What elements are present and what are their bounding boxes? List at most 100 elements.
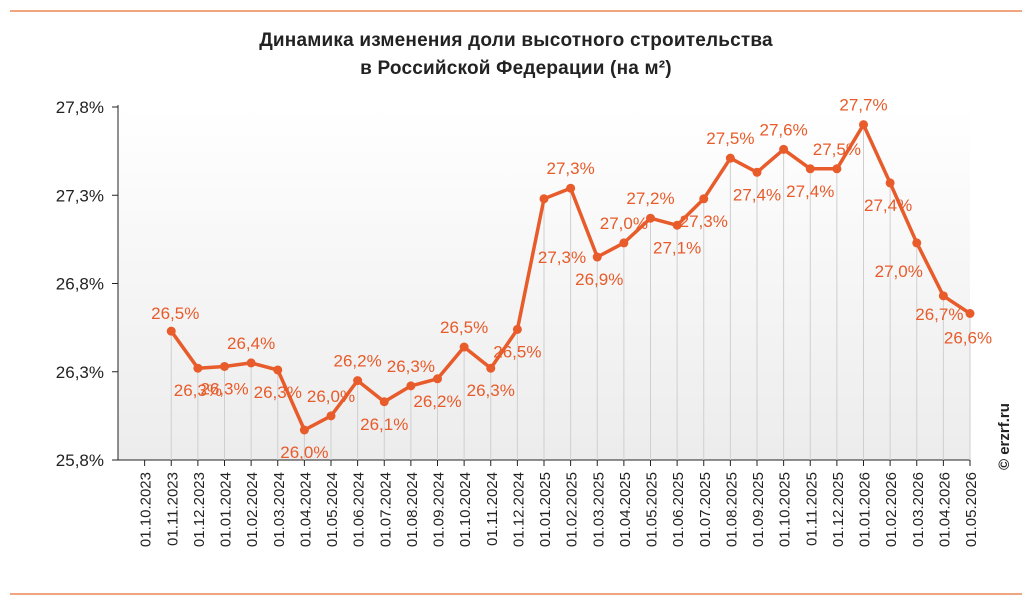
data-point — [539, 194, 549, 204]
x-tick-label: 01.04.2024 — [297, 472, 314, 547]
x-tick-label: 01.01.2026 — [857, 472, 874, 547]
data-point — [885, 178, 895, 188]
data-label: 27,3% — [680, 212, 728, 231]
x-tick-label: 01.05.2024 — [324, 472, 341, 547]
x-tick-label: 01.09.2025 — [750, 472, 767, 547]
data-point — [779, 144, 789, 154]
x-tick-label: 01.05.2026 — [963, 472, 980, 547]
chart-title-line-2: в Российской Федерации (на м²) — [360, 58, 672, 79]
x-tick-label: 01.12.2024 — [510, 472, 527, 547]
data-label: 27,1% — [653, 238, 701, 257]
data-point — [965, 309, 975, 319]
data-point — [912, 238, 922, 248]
chart-title-line-1: Динамика изменения доли высотного строит… — [259, 30, 773, 51]
y-tick-label: 26,8% — [56, 275, 104, 294]
x-tick-label: 01.01.2025 — [537, 472, 554, 547]
data-label: 26,5% — [493, 342, 541, 361]
data-point — [805, 164, 815, 174]
x-tick-label: 01.04.2026 — [936, 472, 953, 547]
x-tick-label: 01.11.2023 — [164, 472, 181, 546]
x-tick-label: 01.05.2025 — [644, 472, 661, 547]
data-label: 26,2% — [413, 392, 461, 411]
data-point — [752, 167, 762, 177]
data-label: 27,6% — [760, 120, 808, 139]
data-label: 26,7% — [915, 305, 963, 324]
data-label: 26,0% — [280, 443, 328, 462]
watermark: © erzrf.ru — [996, 403, 1013, 470]
x-tick-label: 01.12.2025 — [830, 472, 847, 547]
data-label: 26,3% — [200, 379, 248, 398]
data-label: 26,3% — [387, 357, 435, 376]
x-tick-label: 01.06.2025 — [670, 472, 687, 547]
data-point — [299, 425, 309, 435]
data-label: 27,0% — [600, 214, 648, 233]
x-tick-label: 01.08.2024 — [404, 472, 421, 547]
data-label: 26,3% — [467, 381, 515, 400]
x-tick-label: 01.09.2024 — [431, 472, 448, 547]
data-label: 27,4% — [786, 182, 834, 201]
data-point — [246, 358, 256, 368]
x-tick-label: 01.02.2025 — [564, 472, 581, 547]
x-tick-label: 01.10.2025 — [777, 472, 794, 547]
data-point — [166, 326, 176, 336]
data-label: 27,3% — [547, 159, 595, 178]
x-tick-label: 01.10.2023 — [138, 472, 155, 547]
x-tick-label: 01.03.2025 — [590, 472, 607, 547]
x-tick-label: 01.08.2025 — [723, 472, 740, 547]
data-label: 27,2% — [626, 189, 674, 208]
y-tick-label: 27,3% — [56, 186, 104, 205]
data-label: 26,0% — [307, 387, 355, 406]
y-tick-label: 26,3% — [56, 363, 104, 382]
data-point — [512, 324, 522, 334]
x-tick-label: 01.11.2024 — [484, 472, 501, 546]
x-tick-label: 01.03.2026 — [910, 472, 927, 547]
data-point — [619, 238, 629, 248]
data-point — [353, 376, 363, 386]
data-label: 26,3% — [254, 383, 302, 402]
x-tick-label: 01.01.2024 — [218, 472, 235, 547]
data-label: 27,0% — [875, 262, 923, 281]
data-point — [326, 411, 336, 421]
x-tick-label: 01.02.2026 — [883, 472, 900, 547]
data-point — [699, 194, 709, 204]
data-point — [832, 164, 842, 174]
data-point — [859, 120, 868, 130]
data-point — [486, 363, 496, 373]
data-label: 26,5% — [440, 318, 488, 337]
x-tick-label: 01.12.2023 — [191, 472, 208, 547]
x-tick-label: 01.10.2024 — [457, 472, 474, 547]
x-tick-label: 01.11.2025 — [803, 472, 820, 546]
data-point — [566, 183, 576, 193]
data-label: 27,5% — [813, 140, 861, 159]
data-label: 27,4% — [864, 196, 912, 215]
y-tick-label: 27,8% — [56, 98, 104, 117]
data-point — [592, 252, 602, 262]
data-point — [273, 365, 283, 375]
data-label: 27,3% — [538, 248, 586, 267]
x-tick-label: 01.02.2024 — [244, 472, 261, 547]
data-label: 27,5% — [706, 129, 754, 148]
data-label: 26,4% — [227, 334, 275, 353]
data-point — [193, 363, 203, 373]
data-point — [646, 213, 655, 223]
data-label: 27,4% — [733, 185, 781, 204]
data-label: 26,6% — [944, 329, 992, 348]
data-label: 26,3% — [174, 381, 222, 400]
top-rule — [10, 10, 1022, 12]
data-point — [938, 291, 948, 301]
x-tick-label: 01.07.2024 — [377, 472, 394, 547]
x-tick-label: 01.06.2024 — [351, 472, 368, 547]
data-point — [459, 342, 469, 352]
bottom-rule — [10, 593, 1022, 595]
data-label: 26,1% — [360, 415, 408, 434]
x-tick-label: 01.04.2025 — [617, 472, 634, 547]
data-label: 26,9% — [575, 270, 623, 289]
data-point — [379, 397, 389, 407]
x-tick-label: 01.07.2025 — [697, 472, 714, 547]
y-tick-label: 25,8% — [56, 451, 104, 470]
x-tick-label: 01.03.2024 — [271, 472, 288, 547]
data-label: 27,7% — [839, 96, 887, 115]
data-point — [725, 153, 735, 163]
